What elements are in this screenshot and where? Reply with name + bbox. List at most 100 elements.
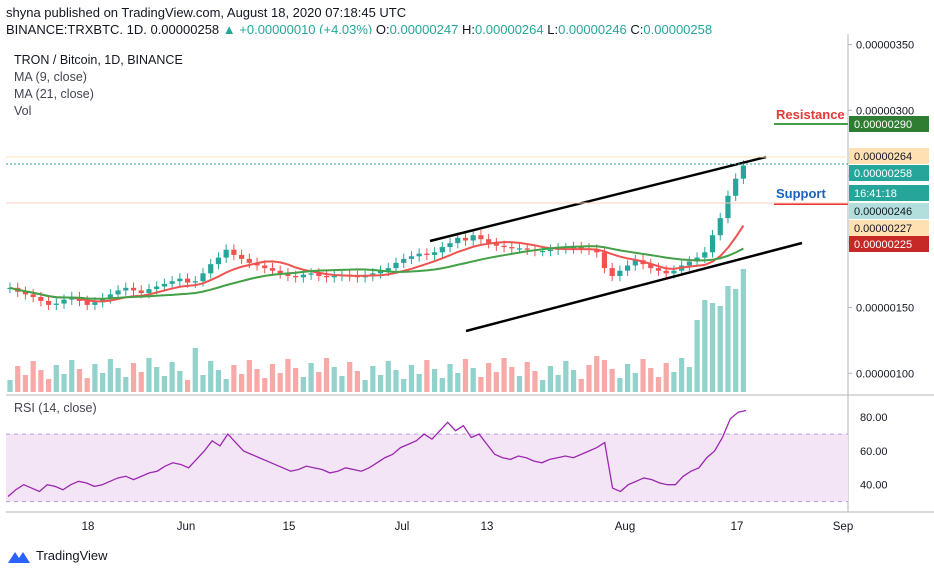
rsi-line (7, 409, 747, 498)
legend-ma9[interactable]: MA (9, close) (14, 70, 87, 84)
volume-bar (192, 348, 198, 392)
volume-bar (130, 363, 137, 392)
rsi-legend[interactable]: RSI (14, close) (14, 401, 97, 415)
volume-bar (38, 370, 44, 392)
rsi-band (6, 434, 848, 502)
candle-body (516, 248, 523, 250)
candle-body (709, 235, 716, 253)
volume-bar (601, 360, 608, 392)
candle-body (547, 249, 553, 251)
candle-body (246, 258, 252, 263)
open-label: O: (375, 22, 390, 37)
volume-bar (184, 380, 191, 392)
volume-bar (92, 364, 98, 392)
volume-bar (154, 367, 160, 392)
volume-bar (594, 356, 600, 392)
countdown-badge-bg (849, 185, 929, 201)
volume-bar (470, 368, 476, 392)
volume-bar (200, 375, 206, 392)
close-label: C: (630, 22, 644, 37)
candle-body (61, 299, 67, 304)
legend-volume[interactable]: Vol (14, 104, 32, 118)
volume-bar (100, 373, 106, 392)
volume-bar (640, 359, 646, 392)
volume-bar (563, 361, 569, 392)
time-tick-label: 18 (82, 521, 95, 533)
candle-body (462, 237, 469, 241)
candle-body (316, 273, 322, 276)
volume-bar (300, 377, 306, 392)
candle-body (92, 302, 98, 305)
candle-body (100, 298, 106, 303)
candle-body (609, 268, 615, 276)
symbol-label: BINANCE:TRXBTC, 1D, 0.00000258 (6, 22, 220, 37)
volume-bar (462, 359, 469, 392)
ma-badge-bg (849, 220, 929, 236)
candle-body (146, 289, 152, 294)
candle-body (408, 256, 415, 259)
candle-body (393, 262, 399, 269)
high-badge-bg (849, 148, 929, 164)
volume-bar (478, 377, 484, 392)
volume-bar (416, 374, 422, 392)
volume-bar (609, 369, 615, 392)
candle-body (239, 254, 245, 259)
volume-bar (648, 368, 654, 392)
volume-bar (432, 369, 438, 392)
ma21-line (9, 245, 744, 300)
price-pane (6, 34, 848, 393)
candle-body (331, 275, 337, 278)
volume-bar (524, 362, 530, 392)
volume-bar (246, 360, 252, 392)
candle-body (740, 165, 746, 179)
volume-bar (169, 362, 175, 392)
time-tick-label: Aug (615, 521, 635, 533)
candle-body (38, 297, 44, 301)
volume-bar (385, 361, 391, 392)
candle-body (493, 243, 499, 246)
footer-brand[interactable]: TradingView (8, 548, 108, 563)
support-badge: 0.00000225 (854, 239, 912, 251)
change-label: ▲ +0.00000010 (+4.03%) (222, 22, 373, 37)
candle-body (470, 235, 476, 241)
last-price-badge: 0.00000258 (854, 168, 912, 180)
high-label: H: (461, 22, 475, 37)
candle-body (200, 273, 206, 282)
candle-body (625, 265, 631, 271)
volume-bar (269, 364, 276, 392)
volume-bar (239, 374, 245, 392)
volume-bar (424, 360, 430, 392)
volume-bar (625, 364, 631, 392)
candle-body (671, 270, 677, 274)
ma-badge: 0.00000227 (854, 223, 912, 235)
volume-bar (76, 369, 83, 392)
candle-body (424, 253, 430, 255)
candle-body (617, 270, 623, 276)
time-tick-label: 15 (283, 521, 296, 533)
candle-body (177, 278, 183, 282)
footer-brand-label: TradingView (36, 548, 108, 563)
volume-bar (540, 380, 546, 392)
volume-bar (570, 370, 577, 392)
legend-ma21[interactable]: MA (21, close) (14, 87, 94, 101)
volume-bar (486, 363, 492, 392)
volume-bar (347, 362, 353, 392)
tradingview-logo-icon (8, 549, 30, 563)
volume-bar (370, 366, 376, 392)
countdown-badge: 16:41:18 (854, 188, 897, 200)
price-tick-label: 0.00000150 (856, 303, 914, 315)
volume-bar (501, 358, 507, 392)
candle-body (578, 247, 584, 249)
candle-body (323, 275, 330, 278)
candle-body (432, 252, 438, 255)
candle-body (277, 270, 283, 274)
volume-bar (439, 378, 445, 392)
candle-body (725, 195, 731, 219)
volume-bar (401, 379, 407, 392)
candle-body (84, 300, 90, 305)
ohlc-line: BINANCE:TRXBTC, 1D, 0.00000258 ▲ +0.0000… (6, 21, 712, 38)
candle-body (486, 239, 492, 244)
volume-bar (53, 365, 59, 392)
volume-bar (740, 269, 746, 392)
